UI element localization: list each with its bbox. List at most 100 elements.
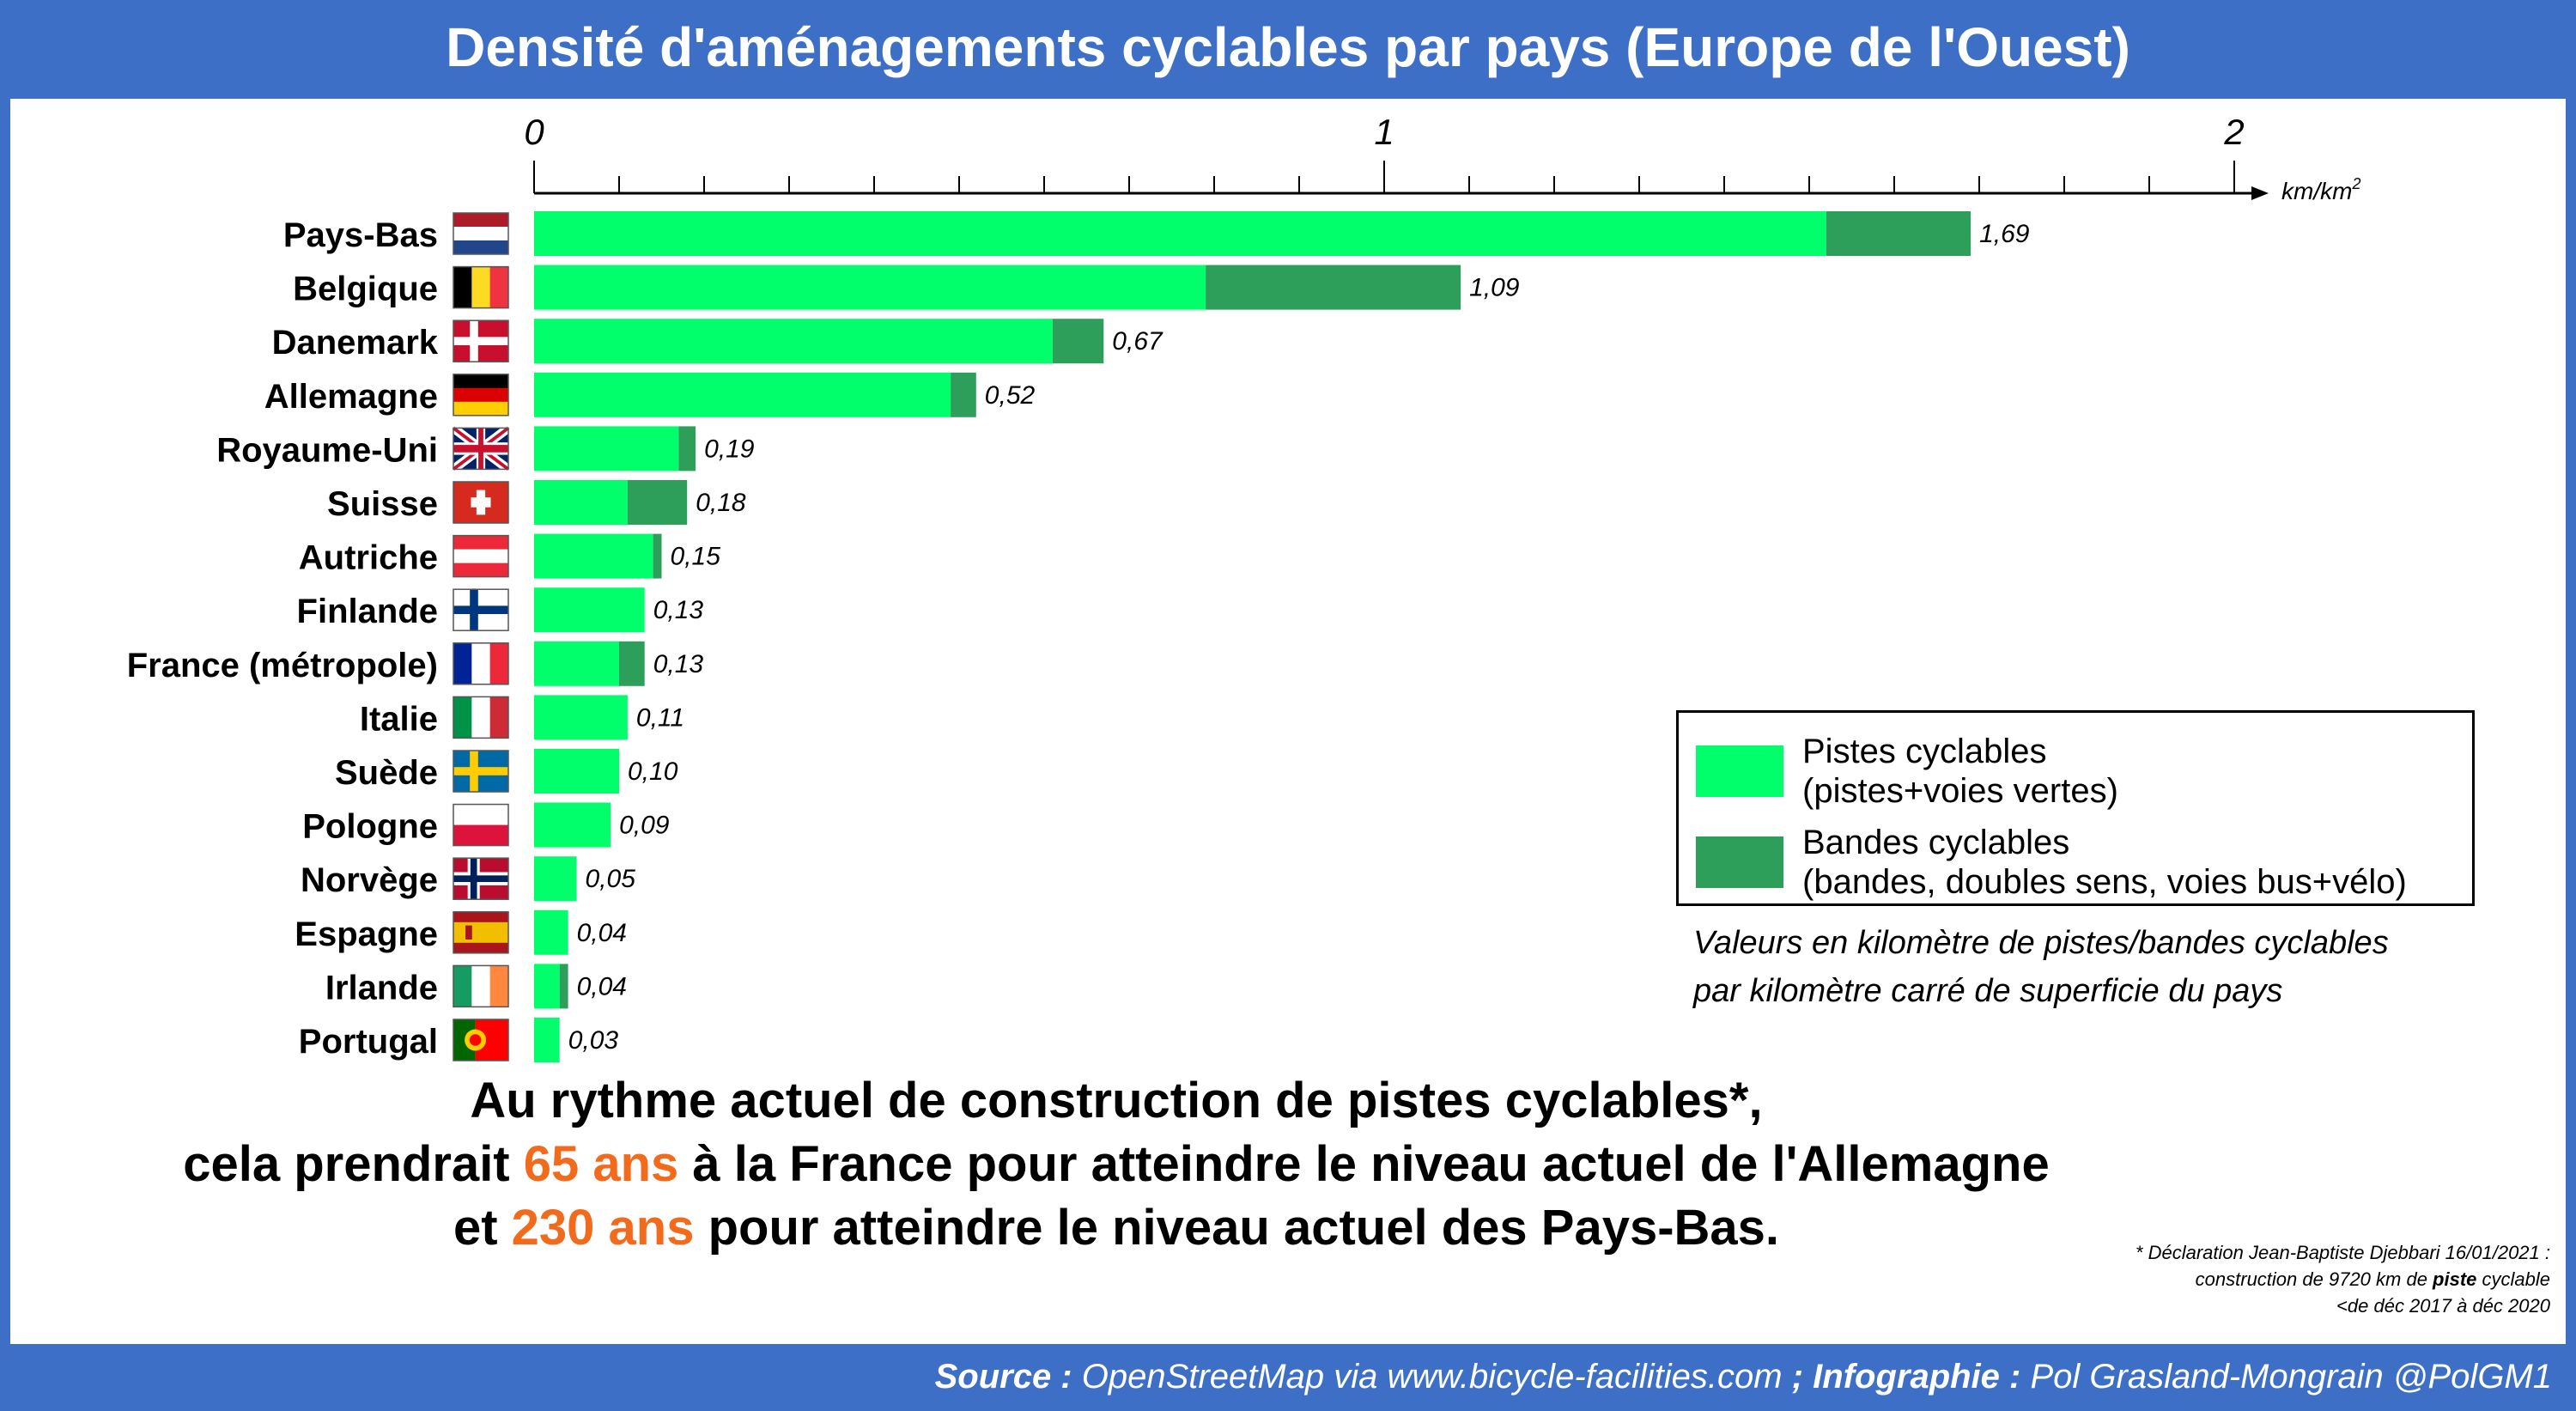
flag-part [453,911,509,954]
bar-pistes [534,587,645,633]
flag-part [453,427,509,471]
bar-pistes [534,319,1053,364]
category-label: Finlande [297,593,438,630]
bar-value-label: 0,13 [653,650,704,678]
bar-pistes [534,372,951,417]
bar-value-label: 0,04 [577,972,627,1000]
flag-part [453,265,509,309]
bar-value-label: 0,04 [577,919,627,947]
category-label: Irlande [325,969,438,1007]
country-flag-icon [453,857,509,900]
flag-part [453,563,508,578]
category-label: Espagne [295,915,438,953]
flag-part [453,875,508,883]
bar-bandes [559,964,568,1009]
flag-part [453,767,508,775]
bar-bandes [619,641,645,686]
conclusion-line3-start: et [453,1200,512,1256]
legend-swatch-pistes [1696,745,1783,797]
conclusion-line3-end: pour atteindre le niveau actuel des Pays… [694,1200,1780,1256]
bar-bandes [1826,211,1971,256]
legend-sublabel-bandes: (bandes, doubles sens, voies bus+vélo) [1802,863,2407,901]
units-note: Valeurs en kilomètre de pistes/bandes cy… [1693,919,2389,1015]
flag-part [470,589,478,631]
flag-part [453,319,509,362]
flag-part [453,387,508,403]
footnote-line3: <de déc 2017 à déc 2020 [2336,1295,2550,1317]
legend-item-pistes: Pistes cyclables (pistes+voies vertes) [1696,732,2118,811]
footnote-line2: construction de 9720 km de piste cyclabl… [2136,1266,2550,1292]
flag-part [471,965,491,1007]
country-flag-icon [453,1019,509,1061]
conclusion-line3: et 230 ans pour atteindre le niveau actu… [172,1196,2061,1260]
flag-part [453,213,508,228]
flag-part [471,642,491,684]
flag-part [453,605,508,614]
category-label: Royaume-Uni [216,431,438,469]
footnote-line2-end: cyclable [2476,1268,2550,1290]
bar-pistes [534,909,568,955]
flag-part [453,337,508,345]
bar-value-label: 0,10 [628,757,678,786]
country-flag-icon [453,964,509,1008]
bar-value-label: 1,69 [1979,220,2030,248]
category-label: Italie [360,700,438,738]
category-label: Pologne [302,808,438,846]
country-flag-icon [453,319,509,362]
bar-bandes [1206,265,1461,310]
conclusion-line2: cela prendrait 65 ans à la France pour a… [172,1133,2061,1196]
bar-pistes [534,964,560,1009]
legend-item-bandes: Bandes cyclables (bandes, doubles sens, … [1696,823,2407,902]
x-unit-label: km/km2 [2281,175,2360,204]
units-note-line1: Valeurs en kilomètre de pistes/bandes cy… [1693,925,2389,961]
footnote-line2-bold: piste [2433,1268,2477,1290]
flag-part [471,696,491,739]
bar-value-label: 0,05 [586,865,636,893]
country-flag-icon [453,588,509,631]
country-flag-icon [453,642,509,685]
category-label: Norvège [301,861,438,899]
country-flag-icon [453,696,509,739]
footnote-line2-start: construction de 9720 km de [2195,1268,2433,1290]
bar-bandes [678,426,696,471]
flag-part [453,534,509,578]
flag-part [453,401,508,417]
flag-part [453,803,509,847]
flag-part [489,696,509,739]
bar-value-label: 0,11 [636,703,684,732]
units-note-line2: par kilomètre carré de superficie du pay… [1693,973,2283,1009]
legend-sublabel-pistes: (pistes+voies vertes) [1802,772,2118,810]
bar-value-label: 0,15 [671,543,721,571]
bar-value-label: 0,03 [568,1026,619,1055]
country-flag-icon [453,265,509,309]
bar-value-label: 0,09 [619,812,670,840]
x-unit-superscript: 2 [2351,175,2360,192]
flag-part [470,751,478,792]
conclusion-text: Au rythme actuel de construction de pist… [172,1069,2061,1260]
flag-part [453,481,509,524]
bar-pistes [534,533,653,579]
bar-pistes [534,856,577,902]
country-flag-icon [453,212,509,255]
source-separator: ; [1791,1358,1804,1396]
credit-text: Pol Grasland-Mongrain @PolGM1 [2020,1358,2552,1396]
bar-value-label: 0,13 [653,596,704,624]
flag-part [453,696,472,739]
flag-part [453,266,472,308]
country-flag-icon [453,803,509,847]
category-label: Allemagne [264,378,438,416]
bar-pistes [534,749,619,794]
bar-pistes [534,480,628,525]
credit-label: Infographie : [1803,1358,2021,1396]
flag-part [453,374,509,417]
flag-part [469,1034,482,1046]
bar-value-label: 0,19 [704,435,755,463]
flag-part [465,925,472,940]
category-label: Portugal [299,1023,438,1061]
bar-value-label: 0,52 [985,381,1036,410]
flag-part [453,750,509,793]
flag-part [453,212,509,255]
x-axis-arrow [2251,186,2269,200]
source-credit: Source : OpenStreetMap via www.bicycle-f… [935,1347,2552,1406]
